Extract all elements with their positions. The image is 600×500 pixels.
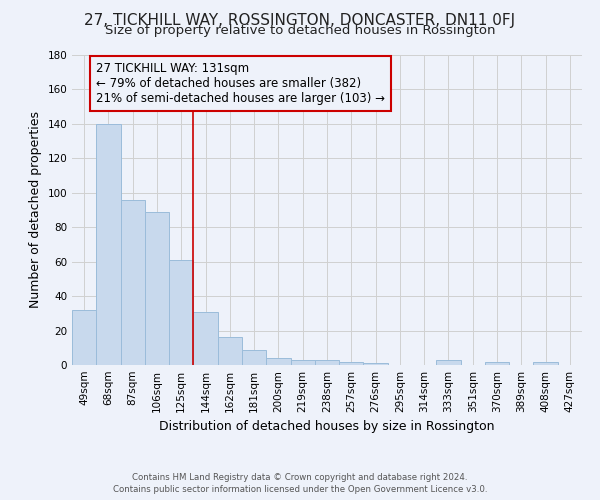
Bar: [96, 124, 121, 365]
Text: Contains HM Land Registry data © Crown copyright and database right 2024.
Contai: Contains HM Land Registry data © Crown c…: [113, 472, 487, 494]
Bar: [436, 360, 461, 365]
Text: 27, TICKHILL WAY, ROSSINGTON, DONCASTER, DN11 0FJ: 27, TICKHILL WAY, ROSSINGTON, DONCASTER,…: [85, 12, 515, 28]
Bar: [242, 350, 266, 365]
Bar: [485, 362, 509, 365]
Text: 27 TICKHILL WAY: 131sqm
← 79% of detached houses are smaller (382)
21% of semi-d: 27 TICKHILL WAY: 131sqm ← 79% of detache…: [96, 62, 385, 105]
Bar: [72, 310, 96, 365]
Bar: [290, 360, 315, 365]
Bar: [121, 200, 145, 365]
Y-axis label: Number of detached properties: Number of detached properties: [29, 112, 42, 308]
Bar: [145, 212, 169, 365]
Bar: [193, 312, 218, 365]
Bar: [315, 360, 339, 365]
Bar: [169, 260, 193, 365]
Text: Size of property relative to detached houses in Rossington: Size of property relative to detached ho…: [105, 24, 495, 37]
X-axis label: Distribution of detached houses by size in Rossington: Distribution of detached houses by size …: [159, 420, 495, 434]
Bar: [218, 338, 242, 365]
Bar: [339, 362, 364, 365]
Bar: [266, 358, 290, 365]
Bar: [533, 362, 558, 365]
Bar: [364, 364, 388, 365]
